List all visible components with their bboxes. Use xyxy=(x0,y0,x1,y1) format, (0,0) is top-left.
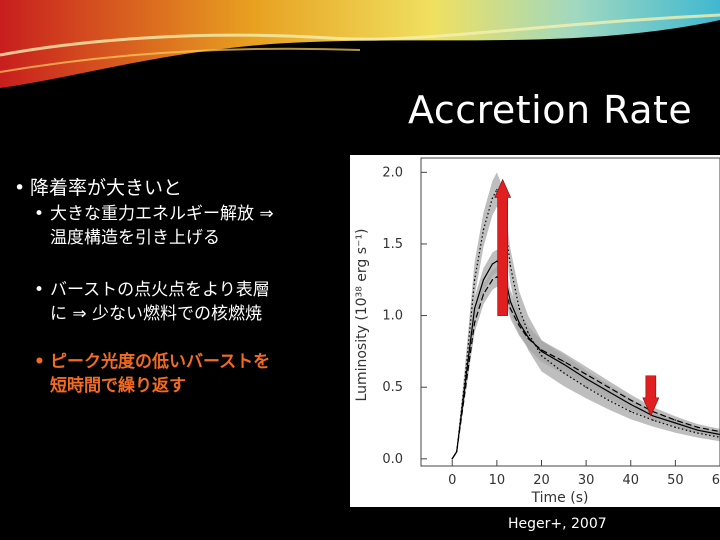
data-point xyxy=(540,350,543,352)
data-point xyxy=(527,337,529,340)
data-point xyxy=(607,390,610,393)
data-point xyxy=(482,279,485,281)
decorative-banner xyxy=(0,0,720,88)
arrow-down xyxy=(642,375,660,417)
data-point xyxy=(652,419,654,421)
data-point xyxy=(509,300,511,302)
data-point xyxy=(652,415,654,417)
x-tick-label: 20 xyxy=(533,473,550,488)
data-point xyxy=(465,386,467,388)
data-point xyxy=(563,372,565,374)
y-axis-label: Luminosity (10³⁸ erg s⁻¹) xyxy=(354,229,370,402)
x-tick-label: 0 xyxy=(448,473,456,488)
y-tick-label: 0.0 xyxy=(382,452,403,467)
bullet-dot: • xyxy=(34,280,45,300)
x-tick-label: 60 xyxy=(712,473,720,488)
y-tick-label: 0.5 xyxy=(382,380,403,395)
data-point xyxy=(518,325,520,327)
sub-bullet-2: • バーストの点火点をより表層 に ⇒ 少ない燃料での核燃焼 xyxy=(34,278,350,326)
data-point xyxy=(473,322,476,324)
data-point xyxy=(563,363,565,365)
bullet-dot: • xyxy=(34,204,45,224)
data-point xyxy=(496,188,498,191)
y-tick-label: 2.0 xyxy=(382,165,403,180)
slide-title: Accretion Rate xyxy=(408,88,693,132)
x-tick-label: 30 xyxy=(578,473,595,488)
data-point xyxy=(509,264,511,267)
x-tick-label: 10 xyxy=(489,473,506,488)
data-point xyxy=(585,378,587,380)
data-point xyxy=(496,276,498,278)
data-point xyxy=(563,360,565,363)
data-point xyxy=(491,263,494,265)
data-point xyxy=(491,279,494,281)
data-point xyxy=(540,349,543,351)
arrow-up xyxy=(494,178,512,316)
data-point xyxy=(697,426,699,428)
y-tick-label: 1.5 xyxy=(382,237,403,252)
data-point xyxy=(465,379,467,381)
data-point xyxy=(585,386,587,388)
sub-bullet-1-line-1: 大きな重力エネルギー解放 ⇒ xyxy=(50,204,274,224)
data-point xyxy=(540,355,543,357)
data-point xyxy=(630,399,632,401)
sub-bullet-2-line-1: バーストの点火点をより表層 xyxy=(50,280,270,300)
data-point xyxy=(482,293,485,295)
data-point xyxy=(482,229,485,231)
sub-bullet-1: • 大きな重力エネルギー解放 ⇒ 温度構造を引き上げる xyxy=(34,202,350,250)
data-point xyxy=(674,426,676,428)
data-point xyxy=(630,403,632,405)
bullet-dot: • xyxy=(34,352,45,372)
data-point xyxy=(509,307,511,310)
data-point xyxy=(518,322,520,324)
sub-bullet-2-line-2: に ⇒ 少ない燃料での核燃焼 xyxy=(50,304,263,324)
data-point xyxy=(491,197,494,199)
bullet-dot: • xyxy=(14,177,26,199)
uncertainty-band-1 xyxy=(452,172,720,459)
data-point xyxy=(451,458,453,460)
source-credit: Heger+, 2007 xyxy=(508,516,607,532)
x-tick-label: 50 xyxy=(667,473,684,488)
main-bullet-text: 降着率が大きいと xyxy=(30,177,183,199)
chart-svg: 0 10 20 30 40 50 60 0.0 0.5 1.0 1.5 2.0 Time (s) Lu… xyxy=(354,157,720,506)
data-point xyxy=(585,373,587,375)
sub-bullet-1-line-2: 温度構造を引き上げる xyxy=(50,228,220,248)
data-point xyxy=(527,332,529,334)
data-point xyxy=(473,307,476,310)
data-point xyxy=(456,451,458,453)
plot-frame xyxy=(420,157,720,467)
data-point xyxy=(527,336,529,338)
data-point xyxy=(518,307,520,310)
data-point xyxy=(607,386,610,388)
main-bullet: • 降着率が大きいと xyxy=(14,173,182,200)
data-point xyxy=(473,279,476,281)
y-tick-label: 1.0 xyxy=(382,309,403,324)
data-point xyxy=(674,419,676,421)
data-point xyxy=(496,260,498,262)
sub-bullet-3-line-2: 短時間で繰り返す xyxy=(50,376,186,396)
sub-bullet-3: • ピーク光度の低いバーストを 短時間で繰り返す xyxy=(34,350,350,398)
sub-bullet-3-line-1: ピーク光度の低いバーストを xyxy=(50,352,271,372)
data-point xyxy=(697,429,699,431)
x-axis-label: Time (s) xyxy=(531,490,589,506)
x-tick-label: 40 xyxy=(622,473,639,488)
data-point xyxy=(697,432,699,434)
data-point xyxy=(630,410,632,413)
luminosity-chart: 0 10 20 30 40 50 60 0.0 0.5 1.0 1.5 2.0 Time (s) Lu… xyxy=(350,155,720,507)
data-point xyxy=(607,399,610,401)
data-point xyxy=(674,422,676,424)
